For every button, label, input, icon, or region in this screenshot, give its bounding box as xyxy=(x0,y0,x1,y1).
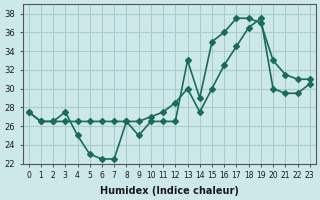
X-axis label: Humidex (Indice chaleur): Humidex (Indice chaleur) xyxy=(100,186,239,196)
